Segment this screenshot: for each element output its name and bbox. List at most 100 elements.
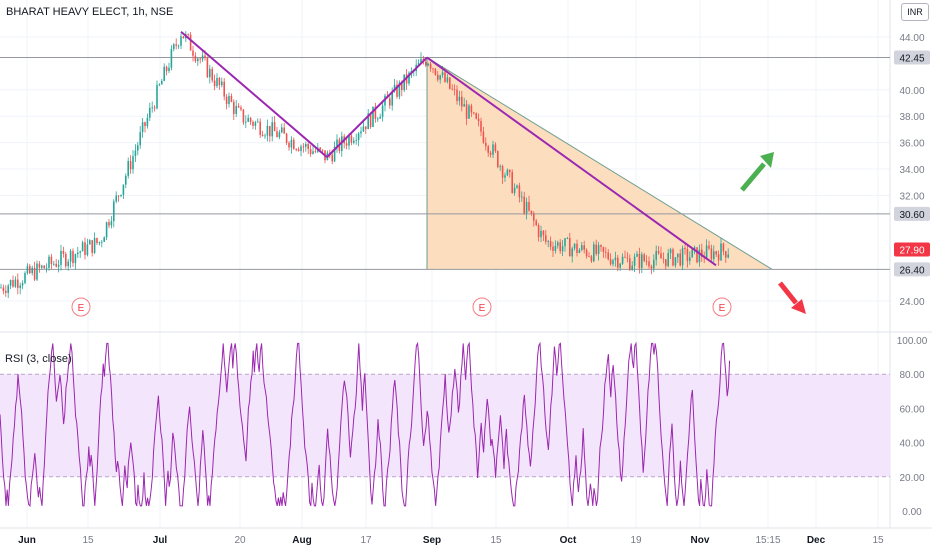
candle-body [101, 241, 103, 243]
candle-body [175, 44, 177, 46]
time-tick-label: Jun [18, 535, 36, 546]
candle-body [439, 75, 441, 80]
candle-body [139, 132, 141, 146]
candle-body [211, 68, 213, 81]
candle-body [213, 80, 216, 87]
time-tick-label: Dec [807, 535, 826, 546]
candle-body [593, 244, 595, 262]
price-label-box [894, 50, 930, 65]
candle-body [609, 259, 612, 265]
candle-body [254, 122, 257, 126]
candle-body [113, 201, 115, 222]
time-tick-label: Sep [423, 535, 441, 546]
candle-body [617, 257, 619, 268]
candle-body [223, 81, 225, 97]
candle-body [216, 77, 218, 87]
candle-body [158, 84, 161, 86]
candle-body [331, 154, 333, 162]
candle-body [545, 235, 547, 242]
candle-body [278, 132, 281, 138]
candle-body [463, 104, 465, 107]
candle-body [458, 96, 461, 101]
candle-body [677, 253, 679, 258]
price-axis: 44.00 42.45 40.00 38.00 36.00 34.00 32.00 30.60… [894, 33, 930, 518]
candle-body [79, 251, 81, 253]
candle-body [684, 247, 686, 250]
price-label-box [894, 242, 930, 257]
candle-body [564, 238, 566, 247]
currency-button[interactable]: INR [901, 3, 929, 21]
price-label: 26.40 [899, 265, 924, 276]
candle-body [295, 149, 297, 150]
trendline [180, 30, 328, 158]
candle-body [288, 142, 290, 148]
candle-body [689, 257, 691, 261]
candle-body [662, 258, 665, 260]
candle-body [621, 256, 624, 264]
candle-body [485, 142, 487, 147]
candle-body [297, 149, 300, 151]
trendlines [180, 30, 717, 267]
candle-body [362, 126, 365, 132]
candle-body [542, 230, 545, 236]
candle-body [489, 152, 492, 155]
candle-body [5, 290, 7, 293]
candle-body [117, 195, 120, 197]
down-arrow-shaft [778, 281, 798, 305]
candle-body [62, 250, 65, 254]
candle-body [314, 151, 317, 153]
candle-body [597, 245, 600, 254]
candle-body [348, 135, 350, 146]
candle-body [2, 287, 5, 291]
candle-body [369, 113, 372, 127]
candle-body [235, 106, 237, 114]
candle-body [45, 267, 48, 269]
price-tick-label: 34.00 [899, 165, 924, 176]
candle-body [127, 161, 129, 176]
candle-body [660, 253, 662, 259]
candle-body [653, 259, 655, 269]
candle-body [449, 77, 451, 89]
earnings-marker [472, 297, 492, 317]
candle-body [566, 238, 569, 239]
candle-body [403, 74, 405, 91]
candle-body [336, 139, 338, 147]
candle-body [590, 256, 593, 262]
candle-body [381, 105, 384, 117]
candle-body [516, 185, 518, 188]
earnings-marker-label: E [479, 303, 486, 314]
candle-body [177, 45, 180, 47]
candle-body [19, 285, 21, 288]
candle-body [477, 118, 480, 122]
candle-body [269, 125, 271, 137]
candle-body [26, 266, 29, 274]
candle-body [271, 122, 273, 137]
candle-body [350, 135, 353, 143]
candle-body [696, 247, 698, 263]
candle-body [77, 252, 79, 255]
candle-body [727, 254, 729, 258]
candle-body [144, 122, 146, 127]
candle-body [67, 261, 69, 267]
candle-body [456, 89, 458, 101]
time-tick-label: Oct [560, 535, 577, 546]
candle-body [377, 118, 379, 120]
candle-body [264, 135, 266, 137]
candle-body [446, 77, 449, 82]
candles [0, 31, 729, 299]
candle-body [465, 104, 468, 119]
candle-body [573, 243, 576, 249]
candle-body [547, 241, 549, 242]
candle-body [86, 244, 89, 255]
candle-body [305, 143, 307, 147]
candle-body [21, 283, 24, 286]
candle-body [705, 245, 708, 259]
candle-body [432, 68, 434, 70]
candle-body [657, 251, 660, 254]
candle-body [427, 63, 429, 66]
candle-body [722, 243, 725, 252]
candle-body [197, 58, 199, 62]
time-tick-label: Jul [153, 535, 168, 546]
